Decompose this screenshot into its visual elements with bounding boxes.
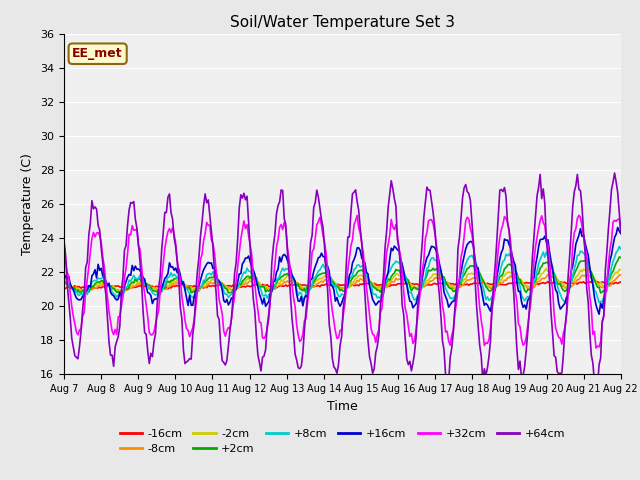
- -16cm: [60, 286, 68, 291]
- +64cm: [592, 386, 600, 392]
- -8cm: [305, 286, 313, 292]
- +8cm: [303, 287, 311, 293]
- X-axis label: Time: Time: [327, 400, 358, 413]
- +64cm: [303, 294, 311, 300]
- +8cm: [595, 300, 603, 305]
- +16cm: [595, 312, 603, 317]
- -16cm: [617, 279, 625, 285]
- +64cm: [254, 352, 262, 358]
- +8cm: [617, 246, 625, 252]
- +64cm: [244, 219, 252, 225]
- -16cm: [246, 284, 254, 289]
- +32cm: [592, 345, 600, 351]
- -8cm: [60, 283, 68, 288]
- +16cm: [226, 300, 234, 305]
- -8cm: [228, 287, 236, 293]
- +16cm: [244, 253, 252, 259]
- -2cm: [60, 282, 68, 288]
- -16cm: [130, 285, 138, 290]
- Line: +16cm: +16cm: [64, 228, 621, 314]
- Legend: -16cm, -8cm, -2cm, +2cm, +8cm, +16cm, +32cm, +64cm: -16cm, -8cm, -2cm, +2cm, +8cm, +16cm, +3…: [115, 424, 570, 459]
- +32cm: [244, 232, 252, 238]
- Line: -16cm: -16cm: [64, 281, 621, 289]
- Line: +2cm: +2cm: [64, 257, 621, 294]
- +2cm: [588, 269, 595, 275]
- +32cm: [575, 213, 583, 218]
- +32cm: [588, 305, 595, 311]
- +32cm: [129, 223, 136, 228]
- Title: Soil/Water Temperature Set 3: Soil/Water Temperature Set 3: [230, 15, 455, 30]
- +2cm: [246, 276, 254, 281]
- +16cm: [617, 231, 625, 237]
- +32cm: [303, 300, 311, 306]
- -16cm: [305, 283, 313, 289]
- +8cm: [129, 275, 136, 281]
- +8cm: [226, 293, 234, 299]
- +8cm: [244, 268, 252, 274]
- Text: EE_met: EE_met: [72, 47, 123, 60]
- -2cm: [130, 280, 138, 286]
- +8cm: [60, 275, 68, 281]
- +16cm: [60, 272, 68, 277]
- +64cm: [129, 201, 136, 206]
- +2cm: [305, 284, 313, 290]
- +8cm: [616, 243, 623, 249]
- +2cm: [617, 255, 625, 261]
- -2cm: [617, 267, 625, 273]
- Y-axis label: Temperature (C): Temperature (C): [22, 153, 35, 255]
- -8cm: [255, 282, 263, 288]
- -8cm: [589, 276, 596, 281]
- -16cm: [588, 279, 595, 285]
- -16cm: [591, 278, 598, 284]
- +16cm: [303, 294, 311, 300]
- Line: -8cm: -8cm: [64, 275, 621, 293]
- Line: +64cm: +64cm: [64, 173, 621, 389]
- Line: +32cm: +32cm: [64, 216, 621, 348]
- +16cm: [586, 264, 594, 270]
- Line: +8cm: +8cm: [64, 246, 621, 302]
- +32cm: [60, 240, 68, 246]
- +2cm: [255, 285, 263, 290]
- +32cm: [254, 308, 262, 313]
- +64cm: [617, 229, 625, 235]
- -2cm: [305, 286, 313, 291]
- +2cm: [130, 280, 138, 286]
- -16cm: [255, 282, 263, 288]
- +16cm: [129, 263, 136, 268]
- +64cm: [60, 238, 68, 244]
- +32cm: [617, 228, 625, 234]
- -16cm: [85, 286, 93, 292]
- +64cm: [226, 327, 234, 333]
- +2cm: [116, 291, 124, 297]
- -2cm: [246, 278, 254, 284]
- +8cm: [586, 267, 594, 273]
- +16cm: [254, 284, 262, 290]
- -8cm: [617, 272, 625, 277]
- +16cm: [614, 225, 621, 230]
- -2cm: [228, 287, 236, 293]
- +64cm: [611, 170, 618, 176]
- +2cm: [616, 254, 623, 260]
- +64cm: [586, 330, 594, 336]
- -2cm: [255, 280, 263, 286]
- +32cm: [226, 325, 234, 331]
- +8cm: [254, 282, 262, 288]
- -8cm: [116, 290, 124, 296]
- -8cm: [544, 272, 552, 277]
- +2cm: [60, 277, 68, 283]
- -16cm: [228, 284, 236, 289]
- -2cm: [82, 288, 90, 294]
- -8cm: [246, 277, 254, 283]
- Line: -2cm: -2cm: [64, 268, 621, 291]
- +2cm: [228, 290, 236, 296]
- -8cm: [130, 283, 138, 289]
- -2cm: [589, 273, 596, 278]
- -2cm: [543, 265, 550, 271]
